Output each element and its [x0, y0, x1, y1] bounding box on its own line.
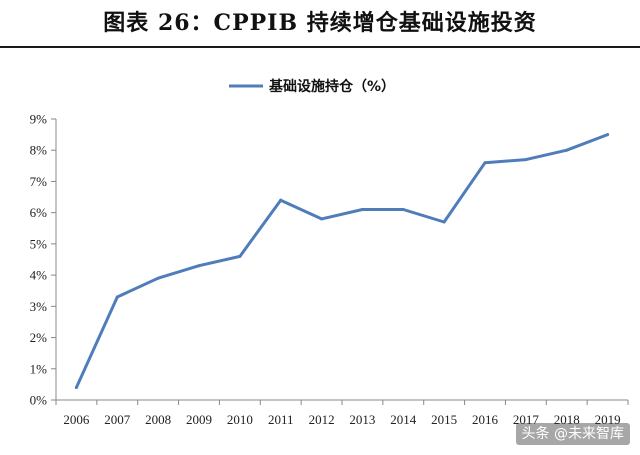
x-tick-label: 2014: [390, 412, 417, 427]
y-tick-label: 2%: [30, 330, 48, 345]
y-tick-label: 7%: [30, 174, 48, 189]
title-divider: [0, 46, 640, 48]
y-tick-label: 4%: [30, 268, 48, 283]
y-tick-label: 0%: [30, 393, 48, 408]
chart-legend: 基础设施持仓（%）: [229, 78, 395, 95]
chart-axes: 0% 1% 2% 3% 4% 5% 6% 7% 8% 9% 2006 2007 2008 2009 2010…: [30, 112, 629, 427]
data-point: [156, 276, 160, 280]
chart-series: [74, 133, 610, 390]
y-tick-label: 5%: [30, 236, 48, 251]
x-tick-label: 2011: [268, 412, 294, 427]
x-tick-label: 2018: [554, 412, 580, 427]
data-point: [524, 158, 528, 162]
watermark: 头条 @未来智库: [515, 423, 630, 445]
x-tick-label: 2007: [104, 412, 131, 427]
data-point: [483, 161, 487, 165]
x-tick-label: 2012: [309, 412, 335, 427]
data-point: [442, 220, 446, 224]
x-tick-label: 2009: [186, 412, 212, 427]
data-point: [279, 198, 283, 202]
data-point: [320, 217, 324, 221]
data-point: [238, 254, 242, 258]
y-tick-label: 8%: [30, 143, 48, 158]
data-point: [197, 264, 201, 268]
data-point: [565, 148, 569, 152]
y-tick-label: 9%: [30, 112, 48, 127]
x-tick-label: 2016: [472, 412, 499, 427]
x-tick-label: 2006: [63, 412, 90, 427]
x-tick-label: 2019: [595, 412, 621, 427]
data-point: [115, 295, 119, 299]
x-tick-label: 2013: [349, 412, 375, 427]
figure-title: 图表 26：CPPIB 持续增仓基础设施投资: [103, 10, 537, 36]
legend-label: 基础设施持仓（%）: [269, 78, 395, 95]
data-point: [74, 386, 78, 390]
y-tick-label: 6%: [30, 205, 48, 220]
data-point: [401, 208, 405, 212]
x-tick-label: 2008: [145, 412, 171, 427]
x-tick-label: 2015: [431, 412, 457, 427]
data-point: [360, 208, 364, 212]
series-line: [74, 133, 610, 389]
x-tick-label: 2010: [227, 412, 253, 427]
y-tick-label: 1%: [30, 361, 48, 376]
x-tick-label: 2017: [513, 412, 540, 427]
data-point: [606, 133, 610, 137]
y-tick-label: 3%: [30, 299, 48, 314]
